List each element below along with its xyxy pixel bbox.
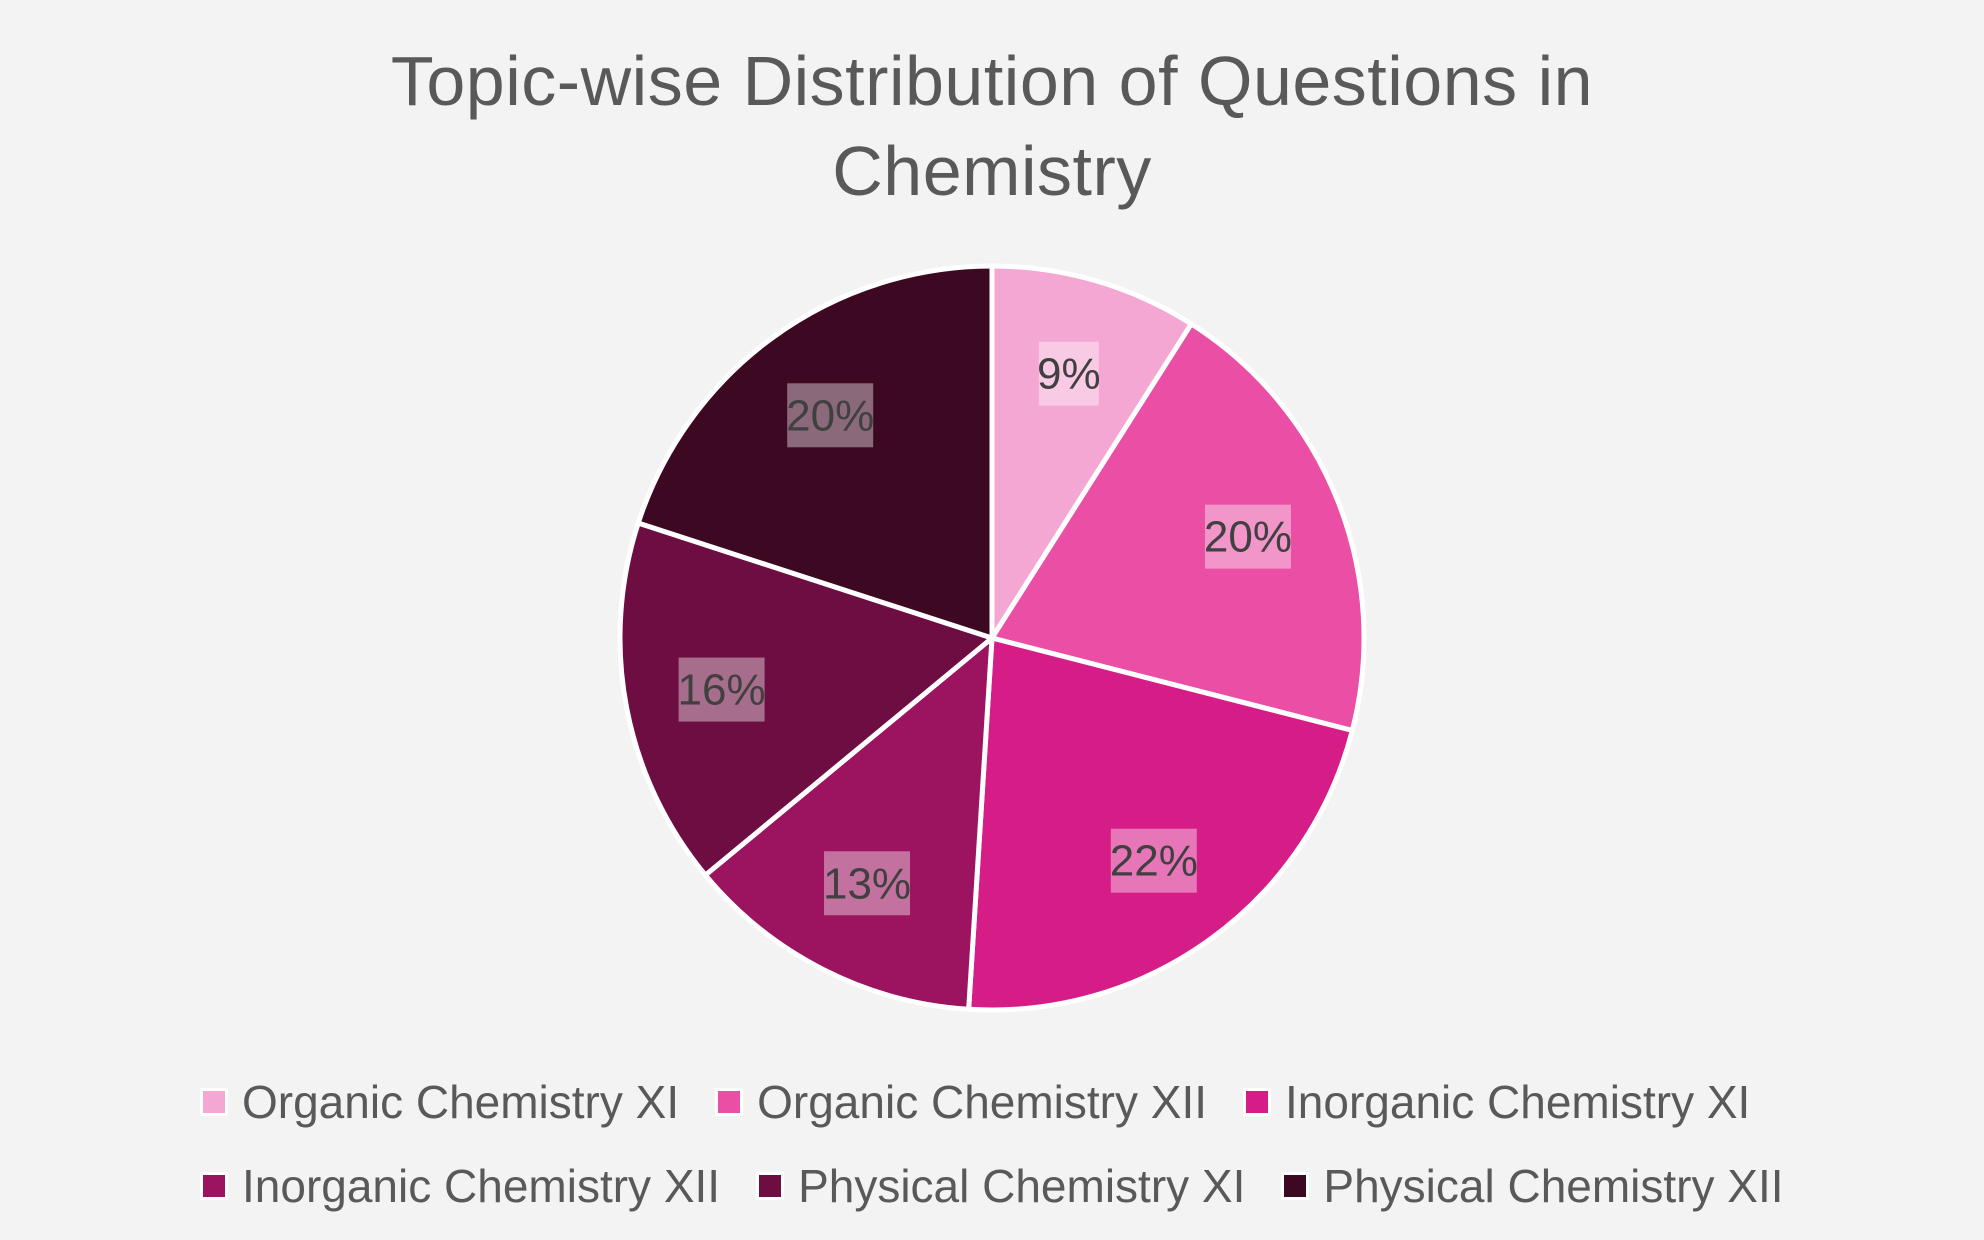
legend-item: Inorganic Chemistry XII — [200, 1159, 720, 1213]
legend-row: Organic Chemistry XI Organic Chemistry XI… — [200, 1060, 1800, 1144]
legend-swatch — [200, 1172, 228, 1200]
legend-item: Organic Chemistry XII — [715, 1075, 1207, 1129]
data-label-text: 16% — [678, 666, 766, 715]
legend-label: Organic Chemistry XI — [242, 1076, 680, 1128]
data-label: 22% — [1110, 828, 1198, 893]
legend-item: Inorganic Chemistry XI — [1243, 1075, 1750, 1129]
pie-slices — [617, 263, 1367, 1013]
pie-slice — [989, 263, 1194, 641]
legend-item: Physical Chemistry XI — [756, 1159, 1245, 1213]
data-label-text: 20% — [1204, 513, 1292, 562]
legend-label: Organic Chemistry XII — [757, 1076, 1208, 1128]
legend-swatch — [756, 1172, 785, 1200]
pie-slice — [635, 263, 995, 641]
data-label: 20% — [1204, 504, 1292, 569]
chart-title: Topic-wise Distribution of Questions in … — [390, 42, 1594, 210]
data-label-background — [678, 657, 765, 722]
legend-label: Physical Chemistry XI — [798, 1160, 1246, 1212]
pie-slice — [702, 635, 995, 1012]
data-label-background — [1038, 341, 1099, 406]
data-label-background — [1204, 504, 1291, 569]
legend-swatch — [1243, 1088, 1272, 1116]
legend-swatch — [1281, 1172, 1310, 1200]
legend-label: Inorganic Chemistry XII — [242, 1160, 721, 1212]
pie-slice — [966, 635, 1355, 1013]
data-label-background — [824, 851, 911, 916]
legend-label: Inorganic Chemistry XI — [1285, 1076, 1751, 1128]
data-label: 13% — [823, 851, 911, 916]
legend-swatch — [715, 1088, 744, 1116]
legend-item: Physical Chemistry XII — [1281, 1159, 1784, 1213]
pie-slice — [617, 520, 995, 878]
data-label: 16% — [678, 657, 766, 722]
legend-item: Organic Chemistry XI — [200, 1075, 679, 1129]
chart-legend: Organic Chemistry XI Organic Chemistry XI… — [200, 1060, 1800, 1228]
data-label-text: 20% — [786, 391, 874, 440]
data-label: 20% — [786, 383, 874, 448]
pie-slice — [989, 321, 1367, 734]
data-label-text: 9% — [1037, 350, 1101, 399]
legend-swatch — [200, 1088, 228, 1116]
data-label: 9% — [1037, 341, 1101, 406]
pie-data-labels: 9% 20% 22% 13% 16% 20% — [678, 341, 1292, 916]
data-label-background — [1110, 828, 1197, 893]
data-label-text: 13% — [823, 859, 911, 908]
data-label-text: 22% — [1110, 837, 1198, 886]
legend-row: Inorganic Chemistry XII Physical Chemistr… — [200, 1144, 1800, 1228]
data-label-background — [787, 383, 874, 448]
legend-label: Physical Chemistry XII — [1323, 1160, 1784, 1212]
